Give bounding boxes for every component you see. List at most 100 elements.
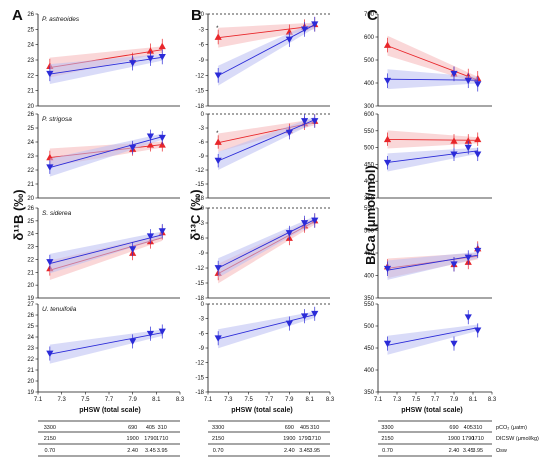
table-cell-pco2: 405 — [300, 425, 309, 431]
y-tick-label: 500 — [364, 146, 375, 152]
y-tick-label: 21 — [27, 368, 34, 374]
y-tick-label: 700 — [364, 12, 375, 18]
data-point — [383, 41, 392, 48]
x-tick-label: 8.1 — [305, 397, 314, 403]
y-tick-label: 300 — [364, 104, 375, 110]
table-cell-omega: 2.40 — [127, 448, 138, 454]
y-tick-label: 22 — [27, 73, 34, 79]
data-point — [146, 141, 155, 148]
y-tick-label: -12 — [195, 168, 204, 174]
regression-line — [387, 139, 478, 141]
table-cell-omega: 3.95 — [309, 448, 320, 454]
data-point — [464, 314, 472, 321]
x-tick-label: 7.9 — [128, 397, 137, 403]
table-cell-dic: 2150 — [44, 436, 56, 442]
data-point — [300, 118, 309, 125]
y-tick-label: 25 — [27, 219, 34, 225]
y-tick-label: -3 — [199, 27, 205, 33]
y-tick-label: -18 — [195, 196, 204, 202]
data-point — [146, 233, 155, 240]
data-point — [311, 118, 319, 125]
y-tick-label: -12 — [195, 266, 204, 272]
data-point — [46, 259, 54, 266]
data-point — [285, 320, 293, 328]
species-label: S. siderea — [42, 210, 72, 217]
data-point — [383, 159, 392, 167]
confidence-band — [218, 311, 315, 349]
x-tick-label: 8.3 — [488, 397, 497, 403]
y-tick-label: 25 — [27, 126, 34, 132]
y-tick-label: 21 — [27, 270, 34, 276]
data-point — [214, 335, 222, 342]
y-tick-label: 600 — [364, 35, 375, 41]
y-tick-label: 400 — [364, 81, 375, 87]
subplot-a-1: 20 21 22 23 24 25 26 P. astreoides — [27, 12, 180, 110]
data-point — [158, 134, 166, 142]
table-cell-dic: 2150 — [212, 436, 224, 442]
table-cell-dic: 1710 — [472, 436, 484, 442]
y-tick-label: 600 — [364, 112, 375, 118]
table-cell-omega: 3.95 — [157, 448, 168, 454]
y-tick-label: 550 — [364, 129, 375, 135]
x-tick-label: 7.7 — [431, 397, 440, 403]
data-point — [464, 77, 472, 85]
regression-line — [387, 254, 478, 271]
y-tick-label: -12 — [195, 361, 204, 367]
y-tick-label: 22 — [27, 257, 34, 263]
table-cell-omega: 3.45 — [145, 448, 156, 454]
y-tick-label: 24 — [27, 335, 34, 341]
x-tick-label: 7.3 — [57, 397, 66, 403]
data-point — [474, 135, 482, 143]
data-point — [214, 265, 222, 272]
data-point — [383, 340, 392, 348]
y-tick-label: 25 — [27, 27, 34, 33]
x-tick-label: 7.1 — [204, 397, 213, 403]
y-axis-label-b: δ¹³C (‰) — [188, 189, 203, 240]
data-point — [46, 350, 54, 358]
y-tick-label: -6 — [199, 236, 205, 242]
y-tick-label: 26 — [27, 12, 34, 18]
y-axis-label-c: B/Ca (μmol/mol) — [363, 165, 378, 265]
table-cell-pco2: 3300 — [44, 425, 56, 431]
y-tick-label: 450 — [364, 251, 375, 257]
confidence-band — [387, 147, 478, 172]
data-point — [129, 144, 137, 152]
x-tick-label: 7.5 — [412, 397, 421, 403]
data-point — [450, 137, 458, 144]
y-tick-label: 500 — [364, 58, 375, 64]
y-tick-label: 19 — [27, 296, 34, 302]
table-cell-dic: 1900 — [127, 436, 139, 442]
table-cell-pco2: 3300 — [381, 425, 393, 431]
subplot-c-2: 350 400 450 500 550 600 — [364, 112, 492, 202]
data-point — [158, 54, 166, 61]
regression-line — [387, 45, 478, 81]
x-tick-label: 7.9 — [285, 397, 294, 403]
y-tick-label: 400 — [364, 368, 375, 374]
subplot-c-1: 300 400 500 600 700 — [364, 12, 492, 110]
x-tick-label: 7.7 — [105, 397, 114, 403]
regression-line — [218, 314, 315, 340]
subplot-b-2: 0 -3 -6 -9 -12 -15 -18 * — [195, 112, 330, 202]
y-tick-label: 550 — [364, 302, 375, 308]
y-tick-label: -6 — [199, 140, 205, 146]
data-point — [129, 246, 137, 253]
y-tick-label: 0 — [201, 112, 205, 118]
table-cell-pco2: 405 — [146, 425, 155, 431]
y-tick-label: -18 — [195, 104, 204, 110]
legend-omega: Ωsw — [496, 448, 507, 454]
data-point — [474, 151, 482, 158]
y-tick-label: 26 — [27, 112, 34, 118]
table-cell-omega: 0.70 — [382, 448, 393, 454]
y-tick-label: 27 — [27, 302, 34, 308]
y-tick-label: 22 — [27, 168, 34, 174]
data-point — [450, 340, 458, 348]
data-point — [214, 33, 222, 40]
y-tick-label: 24 — [27, 140, 34, 146]
y-tick-label: -15 — [195, 89, 204, 95]
y-tick-label: -6 — [199, 331, 205, 337]
data-point — [450, 70, 458, 78]
y-tick-label: -12 — [195, 73, 204, 79]
